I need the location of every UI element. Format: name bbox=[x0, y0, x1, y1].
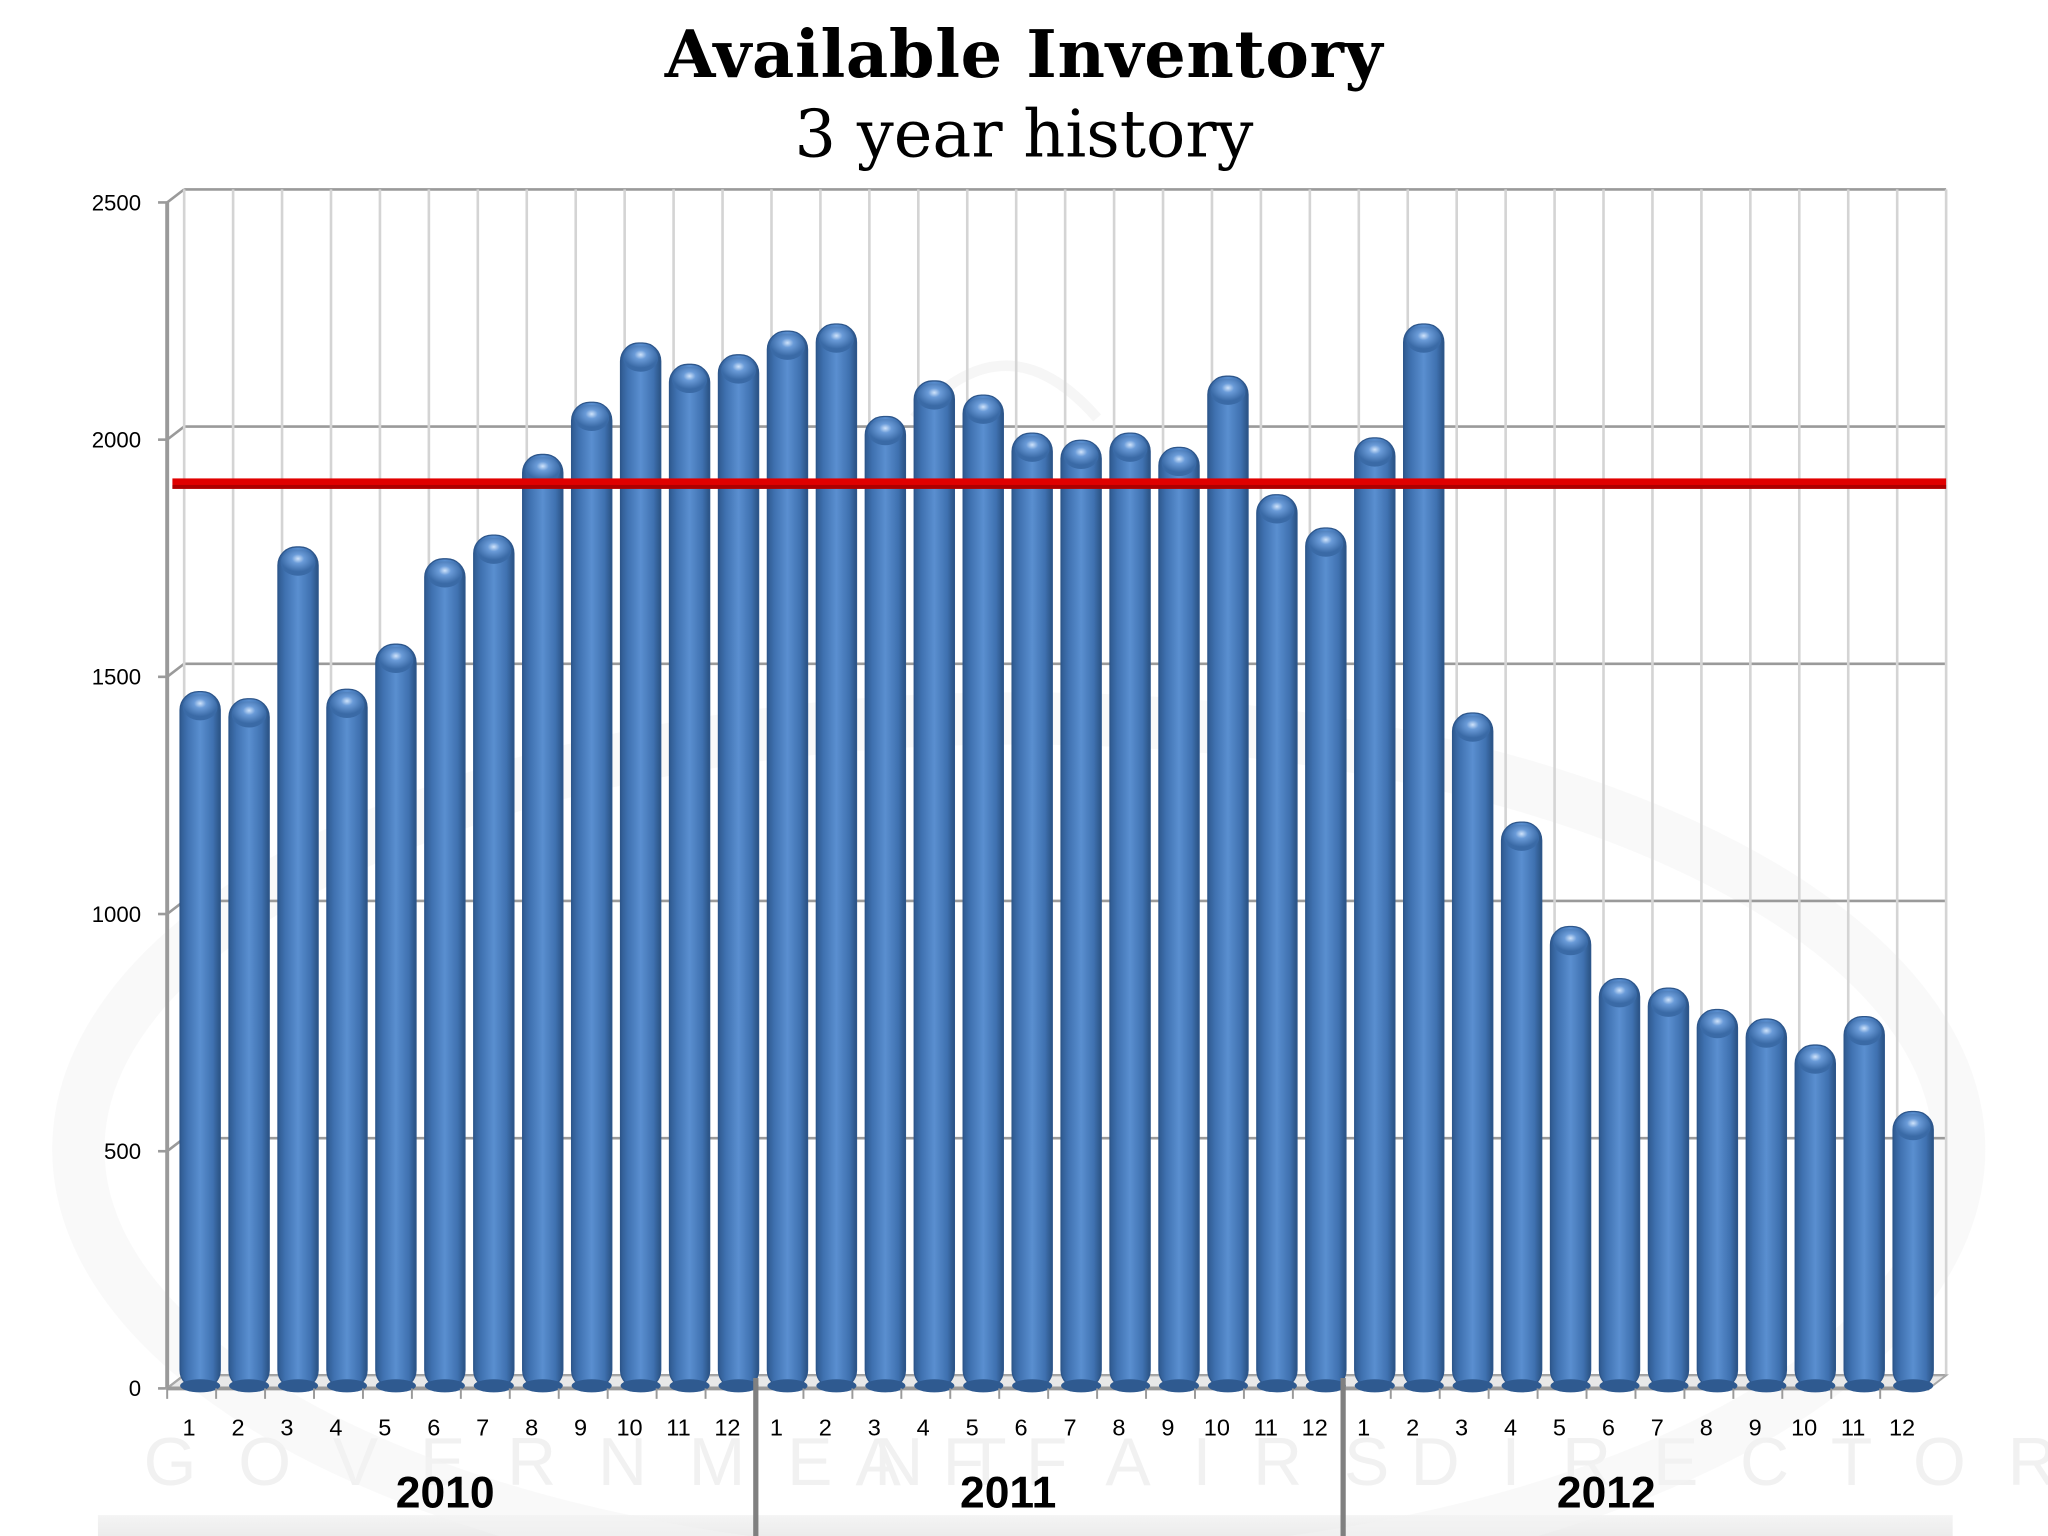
bar bbox=[1843, 1015, 1885, 1393]
x-tick-label: 6 bbox=[1602, 1414, 1615, 1440]
x-tick-label: 12 bbox=[1302, 1414, 1328, 1440]
chart-subtitle: 3 year history bbox=[794, 96, 1254, 173]
x-tick-label: 9 bbox=[574, 1414, 587, 1440]
x-tick-label: 4 bbox=[329, 1414, 342, 1440]
bar bbox=[1598, 977, 1641, 1393]
x-tick-label: 4 bbox=[1504, 1414, 1517, 1440]
x-tick-label: 4 bbox=[917, 1414, 930, 1440]
bar bbox=[1647, 987, 1690, 1393]
y-tick-label: 1500 bbox=[92, 665, 141, 690]
bar bbox=[619, 342, 662, 1393]
x-tick-label: 6 bbox=[1015, 1414, 1028, 1440]
x-tick-label: 10 bbox=[1204, 1414, 1230, 1440]
x-tick-label: 8 bbox=[1112, 1414, 1125, 1440]
x-tick-label: 3 bbox=[868, 1414, 881, 1440]
bar bbox=[1745, 1018, 1788, 1393]
year-label-2010: 2010 bbox=[395, 1468, 495, 1518]
bar bbox=[1011, 432, 1053, 1393]
bar bbox=[1109, 432, 1151, 1393]
x-tick-label: 11 bbox=[666, 1414, 690, 1440]
bar bbox=[277, 546, 319, 1393]
bars bbox=[179, 323, 1934, 1393]
bar bbox=[228, 698, 270, 1393]
x-tick-label: 8 bbox=[525, 1414, 538, 1440]
bar bbox=[1696, 1008, 1739, 1393]
x-tick-label: 8 bbox=[1700, 1414, 1713, 1440]
x-tick-label: 1 bbox=[1357, 1414, 1370, 1440]
bar bbox=[717, 354, 760, 1393]
bar bbox=[815, 323, 858, 1393]
x-tick-label: 6 bbox=[427, 1414, 440, 1440]
x-tick-label: 7 bbox=[1651, 1414, 1664, 1440]
x-tick-label: 11 bbox=[1254, 1414, 1278, 1440]
x-tick-label: 3 bbox=[1455, 1414, 1468, 1440]
bar bbox=[473, 534, 515, 1393]
bar bbox=[1354, 437, 1396, 1393]
x-tick-label: 12 bbox=[714, 1414, 740, 1440]
x-tick-label: 9 bbox=[1161, 1414, 1174, 1440]
x-tick-label: 3 bbox=[280, 1414, 293, 1440]
reference-line bbox=[172, 478, 1947, 489]
bar bbox=[1256, 494, 1298, 1393]
bar bbox=[424, 558, 466, 1393]
x-tick-label: 10 bbox=[1791, 1414, 1817, 1440]
y-tick-label: 2000 bbox=[92, 427, 141, 452]
bar bbox=[766, 330, 809, 1393]
y-tick-label: 1000 bbox=[92, 902, 141, 927]
bar bbox=[1060, 439, 1102, 1393]
x-tick-label: 1 bbox=[183, 1414, 196, 1440]
x-tick-label: 5 bbox=[378, 1414, 391, 1440]
bar bbox=[1549, 925, 1592, 1393]
x-axis-ticks: 1 2 3 4 5 6 7 8 9 10 11 12 1 2 3 4 5 6 7 8 9 10 11 12 1 2 3 4 5 6 7 8 9 1… bbox=[166, 1377, 1915, 1536]
x-tick-label: 7 bbox=[476, 1414, 489, 1440]
x-tick-label: 7 bbox=[1063, 1414, 1076, 1440]
bar bbox=[1305, 527, 1347, 1393]
y-axis-ticks: 0 500 1000 1500 2000 2500 bbox=[92, 190, 141, 1401]
bar bbox=[1794, 1044, 1836, 1393]
y-tick-label: 500 bbox=[104, 1139, 141, 1164]
bar bbox=[1892, 1110, 1934, 1393]
x-tick-label: 1 bbox=[770, 1414, 783, 1440]
bar bbox=[179, 690, 221, 1393]
watermark-affairs: AFFAIRS bbox=[855, 1424, 1432, 1501]
x-tick-label: 2 bbox=[1406, 1414, 1419, 1440]
bar bbox=[570, 401, 613, 1393]
x-tick-label: 2 bbox=[231, 1414, 244, 1440]
bar bbox=[326, 688, 368, 1393]
bar bbox=[375, 643, 417, 1393]
bar bbox=[1403, 323, 1445, 1393]
x-tick-label: 5 bbox=[966, 1414, 979, 1440]
x-tick-label: 11 bbox=[1841, 1414, 1865, 1440]
bar bbox=[1500, 821, 1543, 1393]
bar bbox=[913, 380, 956, 1393]
year-label-2012: 2012 bbox=[1556, 1468, 1656, 1518]
x-tick-label: 9 bbox=[1749, 1414, 1762, 1440]
bar bbox=[1158, 446, 1200, 1393]
x-tick-label: 10 bbox=[616, 1414, 642, 1440]
y-tick-label: 0 bbox=[129, 1376, 141, 1401]
bar bbox=[1207, 375, 1249, 1393]
x-tick-label: 12 bbox=[1889, 1414, 1915, 1440]
bar bbox=[864, 415, 907, 1393]
x-tick-label: 2 bbox=[819, 1414, 832, 1440]
x-tick-label: 5 bbox=[1553, 1414, 1566, 1440]
y-tick-label: 2500 bbox=[92, 190, 141, 215]
year-label-2011: 2011 bbox=[959, 1468, 1057, 1518]
bar bbox=[668, 363, 711, 1393]
bar bbox=[962, 394, 1004, 1393]
bar bbox=[522, 453, 564, 1393]
chart-title: Available Inventory bbox=[664, 15, 1384, 93]
bar bbox=[1451, 712, 1494, 1393]
